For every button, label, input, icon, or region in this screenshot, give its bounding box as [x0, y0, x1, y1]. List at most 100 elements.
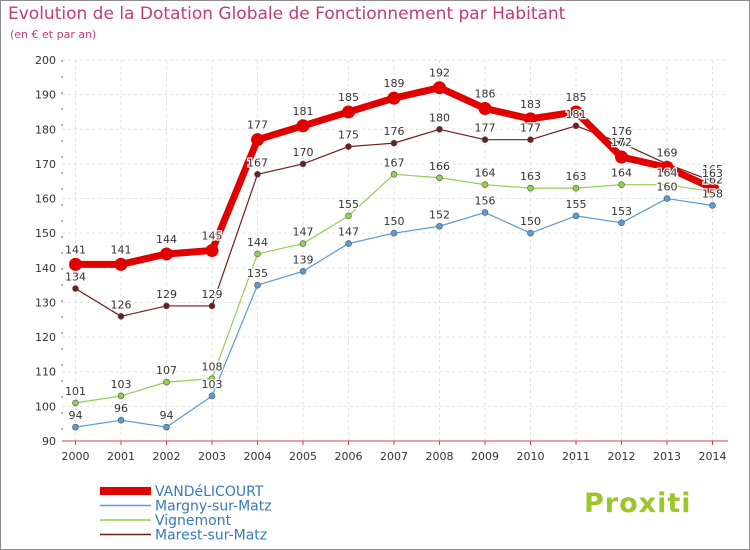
data-label: 108: [202, 361, 223, 374]
x-tick-label: 2002: [153, 450, 181, 463]
data-point: [296, 119, 310, 133]
data-point: [481, 181, 489, 188]
data-label: 144: [156, 233, 177, 246]
data-label: 165: [702, 163, 723, 176]
data-label: 107: [156, 364, 177, 377]
legend-item: Marest-sur-Matz: [100, 528, 267, 544]
data-label: 126: [111, 298, 132, 311]
data-label: 156: [475, 194, 496, 207]
y-tick-label: 130: [35, 296, 56, 309]
data-label: 181: [293, 105, 314, 118]
data-label: 135: [247, 267, 268, 280]
data-point: [572, 122, 580, 130]
y-tick-label: 180: [35, 123, 56, 136]
x-tick-label: 2000: [62, 450, 90, 463]
data-label: 181: [566, 108, 587, 121]
y-tick-label: 150: [35, 227, 56, 240]
x-tick-label: 2012: [608, 450, 636, 463]
y-tick-label: 190: [35, 89, 56, 102]
data-label: 169: [657, 146, 678, 159]
data-point: [524, 112, 537, 126]
legend: VANDéLICOURTMargny-sur-MatzVignemontMare…: [100, 484, 272, 544]
data-label: 170: [293, 146, 314, 159]
data-label: 155: [338, 198, 359, 211]
data-label: 176: [611, 125, 632, 138]
y-tick-label: 110: [35, 366, 56, 379]
data-point: [345, 212, 352, 220]
data-point: [436, 222, 443, 230]
data-point: [208, 302, 216, 310]
data-point: [254, 171, 261, 178]
data-label: 160: [657, 181, 678, 194]
data-label: 145: [202, 230, 223, 243]
data-label: 150: [520, 215, 541, 228]
data-label: 152: [429, 208, 450, 221]
data-point: [345, 240, 352, 247]
x-tick-label: 2006: [335, 450, 363, 463]
data-point: [618, 139, 625, 147]
data-point: [72, 399, 79, 407]
data-label: 164: [611, 167, 632, 180]
legend-label: Margny-sur-Matz: [155, 499, 272, 515]
data-point: [163, 378, 170, 386]
data-label: 172: [611, 136, 632, 149]
data-point: [117, 392, 125, 400]
data-label: 103: [111, 378, 132, 391]
data-point: [254, 250, 261, 258]
data-label: 150: [384, 215, 405, 228]
data-label: 94: [160, 409, 174, 422]
data-point: [663, 181, 671, 188]
data-point: [345, 143, 352, 150]
y-tick-label: 140: [35, 262, 56, 275]
x-tick-label: 2008: [426, 450, 454, 463]
data-point: [618, 181, 625, 188]
data-label: 155: [566, 198, 587, 211]
data-point: [433, 81, 446, 95]
data-label: 167: [384, 156, 405, 169]
data-point: [117, 416, 125, 424]
y-tick-label: 200: [35, 54, 56, 67]
legend-label: VANDéLICOURT: [155, 484, 264, 500]
data-point: [114, 257, 128, 271]
data-label: 94: [69, 409, 83, 422]
data-point: [117, 313, 125, 320]
data-point: [527, 229, 534, 237]
x-tick-label: 2010: [517, 450, 545, 463]
data-label: 103: [202, 378, 223, 391]
data-label: 167: [247, 156, 268, 169]
series-layer: [69, 81, 719, 431]
x-tick-label: 2001: [107, 450, 135, 463]
data-point: [481, 209, 489, 216]
data-label: 177: [520, 122, 541, 135]
data-point: [160, 247, 173, 261]
data-label: 192: [429, 67, 450, 80]
data-label: 101: [65, 385, 86, 398]
data-point: [572, 184, 580, 192]
data-point: [481, 136, 489, 143]
data-label: 185: [338, 91, 359, 104]
data-point: [706, 181, 719, 195]
data-point: [205, 244, 219, 257]
data-label: 153: [611, 205, 632, 218]
data-point: [436, 174, 443, 182]
proxiti-logo: Proxiti: [584, 488, 692, 519]
data-point: [709, 202, 716, 209]
data-point: [660, 160, 674, 174]
data-label: 189: [384, 77, 405, 90]
data-label: 177: [475, 122, 496, 135]
x-tick-label: 2003: [198, 450, 226, 463]
data-label: 129: [202, 288, 223, 301]
data-label: 163: [702, 167, 723, 180]
data-label: 129: [156, 288, 177, 301]
data-label: 177: [247, 119, 268, 132]
data-labels: 9496941031351391471501521561501551531601…: [64, 65, 725, 423]
x-tick-label: 2013: [653, 450, 681, 463]
x-tick-label: 2014: [699, 450, 727, 463]
data-label: 166: [429, 160, 450, 173]
data-point: [569, 105, 583, 119]
data-point: [390, 229, 398, 237]
legend-item: VANDéLICOURT: [100, 484, 264, 500]
data-label: 147: [338, 226, 359, 239]
data-label: 164: [475, 167, 496, 180]
